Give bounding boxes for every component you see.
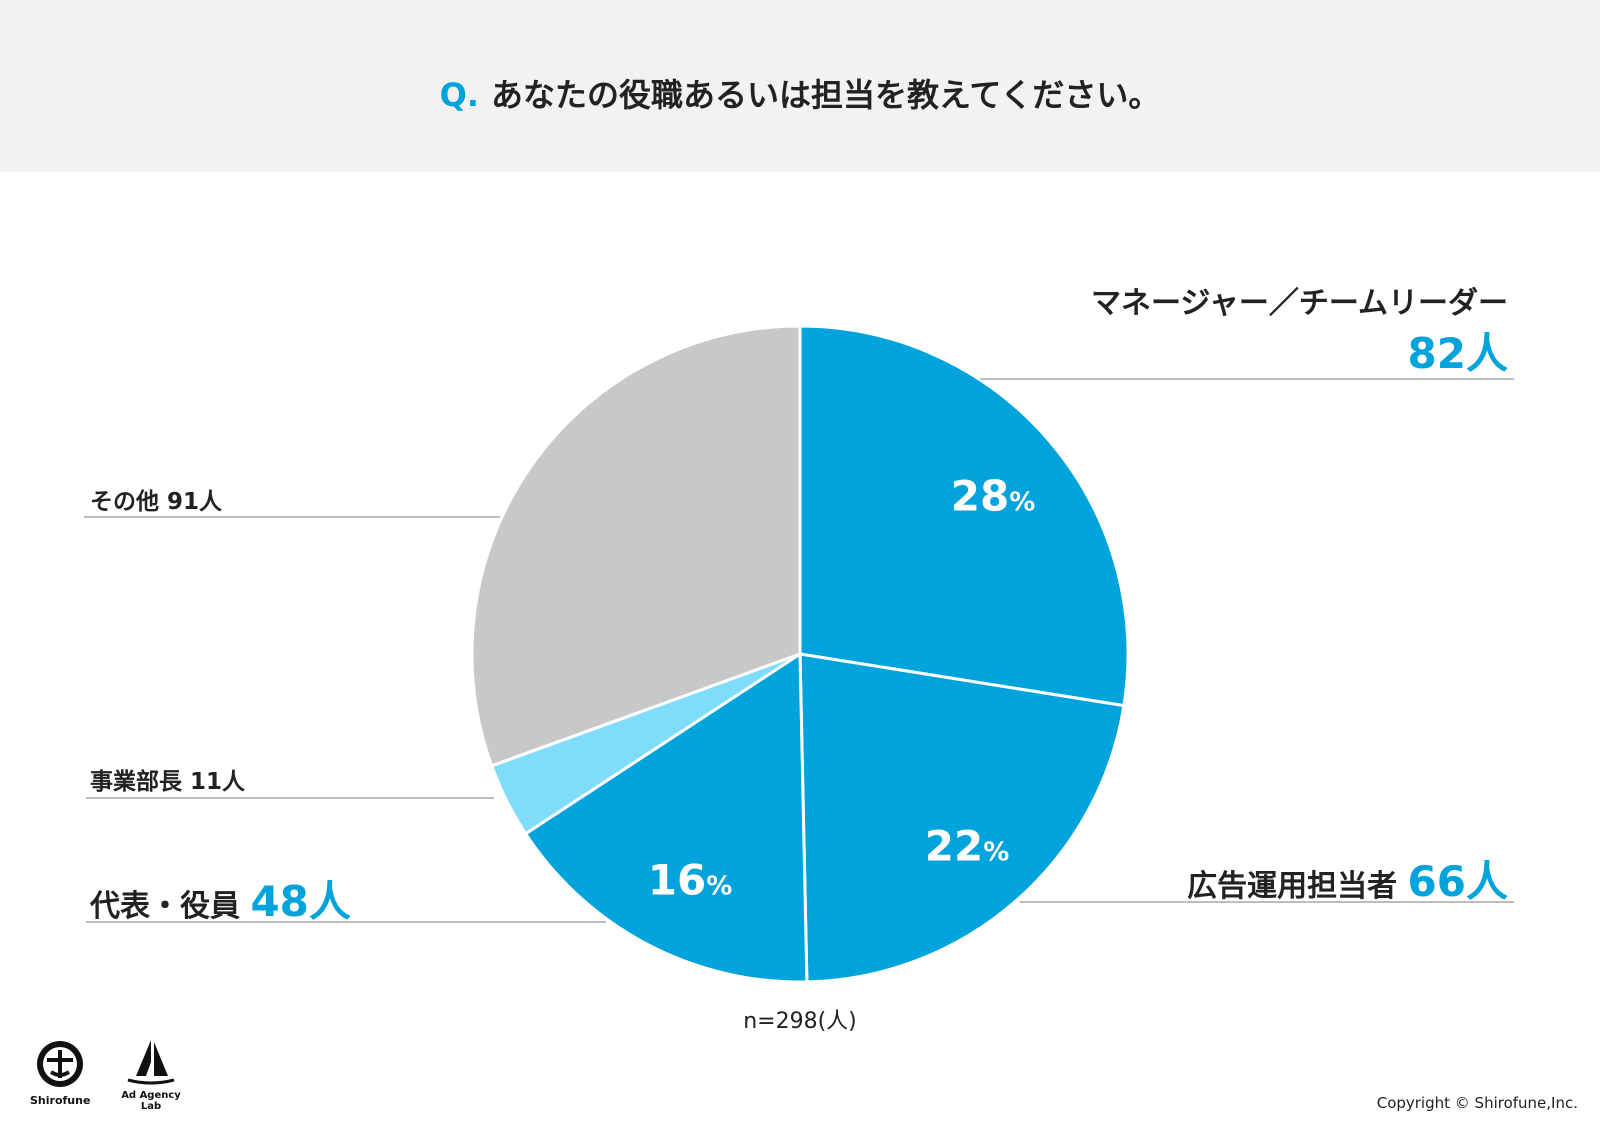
shirofune-logo-icon (37, 1041, 83, 1087)
label-exec-name: 代表・役員 (90, 889, 240, 924)
label-division-head: 事業部長 11人 (90, 769, 246, 795)
label-exec-count: 48人 (250, 877, 351, 926)
label-exec: 代表・役員 48人 (90, 868, 351, 929)
ad-agency-lab-logo: Ad Agency Lab (110, 1036, 192, 1112)
header-band (0, 0, 1600, 172)
ad-agency-lab-logo-text: Ad Agency Lab (121, 1090, 181, 1112)
question-prefix: Q. (439, 76, 479, 114)
leader-line-exec (86, 921, 606, 923)
leader-line-ad-ops (1020, 901, 1514, 903)
leader-line-manager (980, 378, 1514, 380)
slice-exec (523, 651, 809, 984)
shirofune-logo-text: Shirofune (30, 1094, 91, 1107)
label-ad-ops-name: 広告運用担当者 (1187, 869, 1398, 904)
copyright: Copyright © Shirofune,Inc. (1376, 1094, 1578, 1112)
label-other: その他 91人 (90, 489, 223, 515)
slice-percent-ad-ops: 22% (924, 821, 1010, 871)
sample-size: n=298(人) (743, 1009, 857, 1034)
label-manager-count: 82人 (1407, 329, 1508, 378)
slice-percent-exec: 16% (647, 855, 733, 905)
slice-ad-ops (798, 652, 1126, 984)
slice-percent-manager: 28% (950, 471, 1036, 521)
slice-other (470, 324, 802, 768)
label-ad-ops-count: 66人 (1407, 857, 1508, 906)
shirofune-logo: Shirofune (30, 1038, 90, 1107)
label-manager-name: マネージャー／チームリーダー (1091, 286, 1508, 321)
leader-line-division (86, 797, 494, 799)
question-title: Q. あなたの役職あるいは担当を教えてください。 (0, 70, 1600, 116)
leader-line-other (84, 516, 500, 518)
slice-manager (798, 324, 1130, 708)
question-text: あなたの役職あるいは担当を教えてください。 (490, 76, 1161, 114)
ad-agency-lab-logo-icon (127, 1040, 175, 1085)
label-ad-ops: 広告運用担当者 66人 (1187, 848, 1508, 909)
